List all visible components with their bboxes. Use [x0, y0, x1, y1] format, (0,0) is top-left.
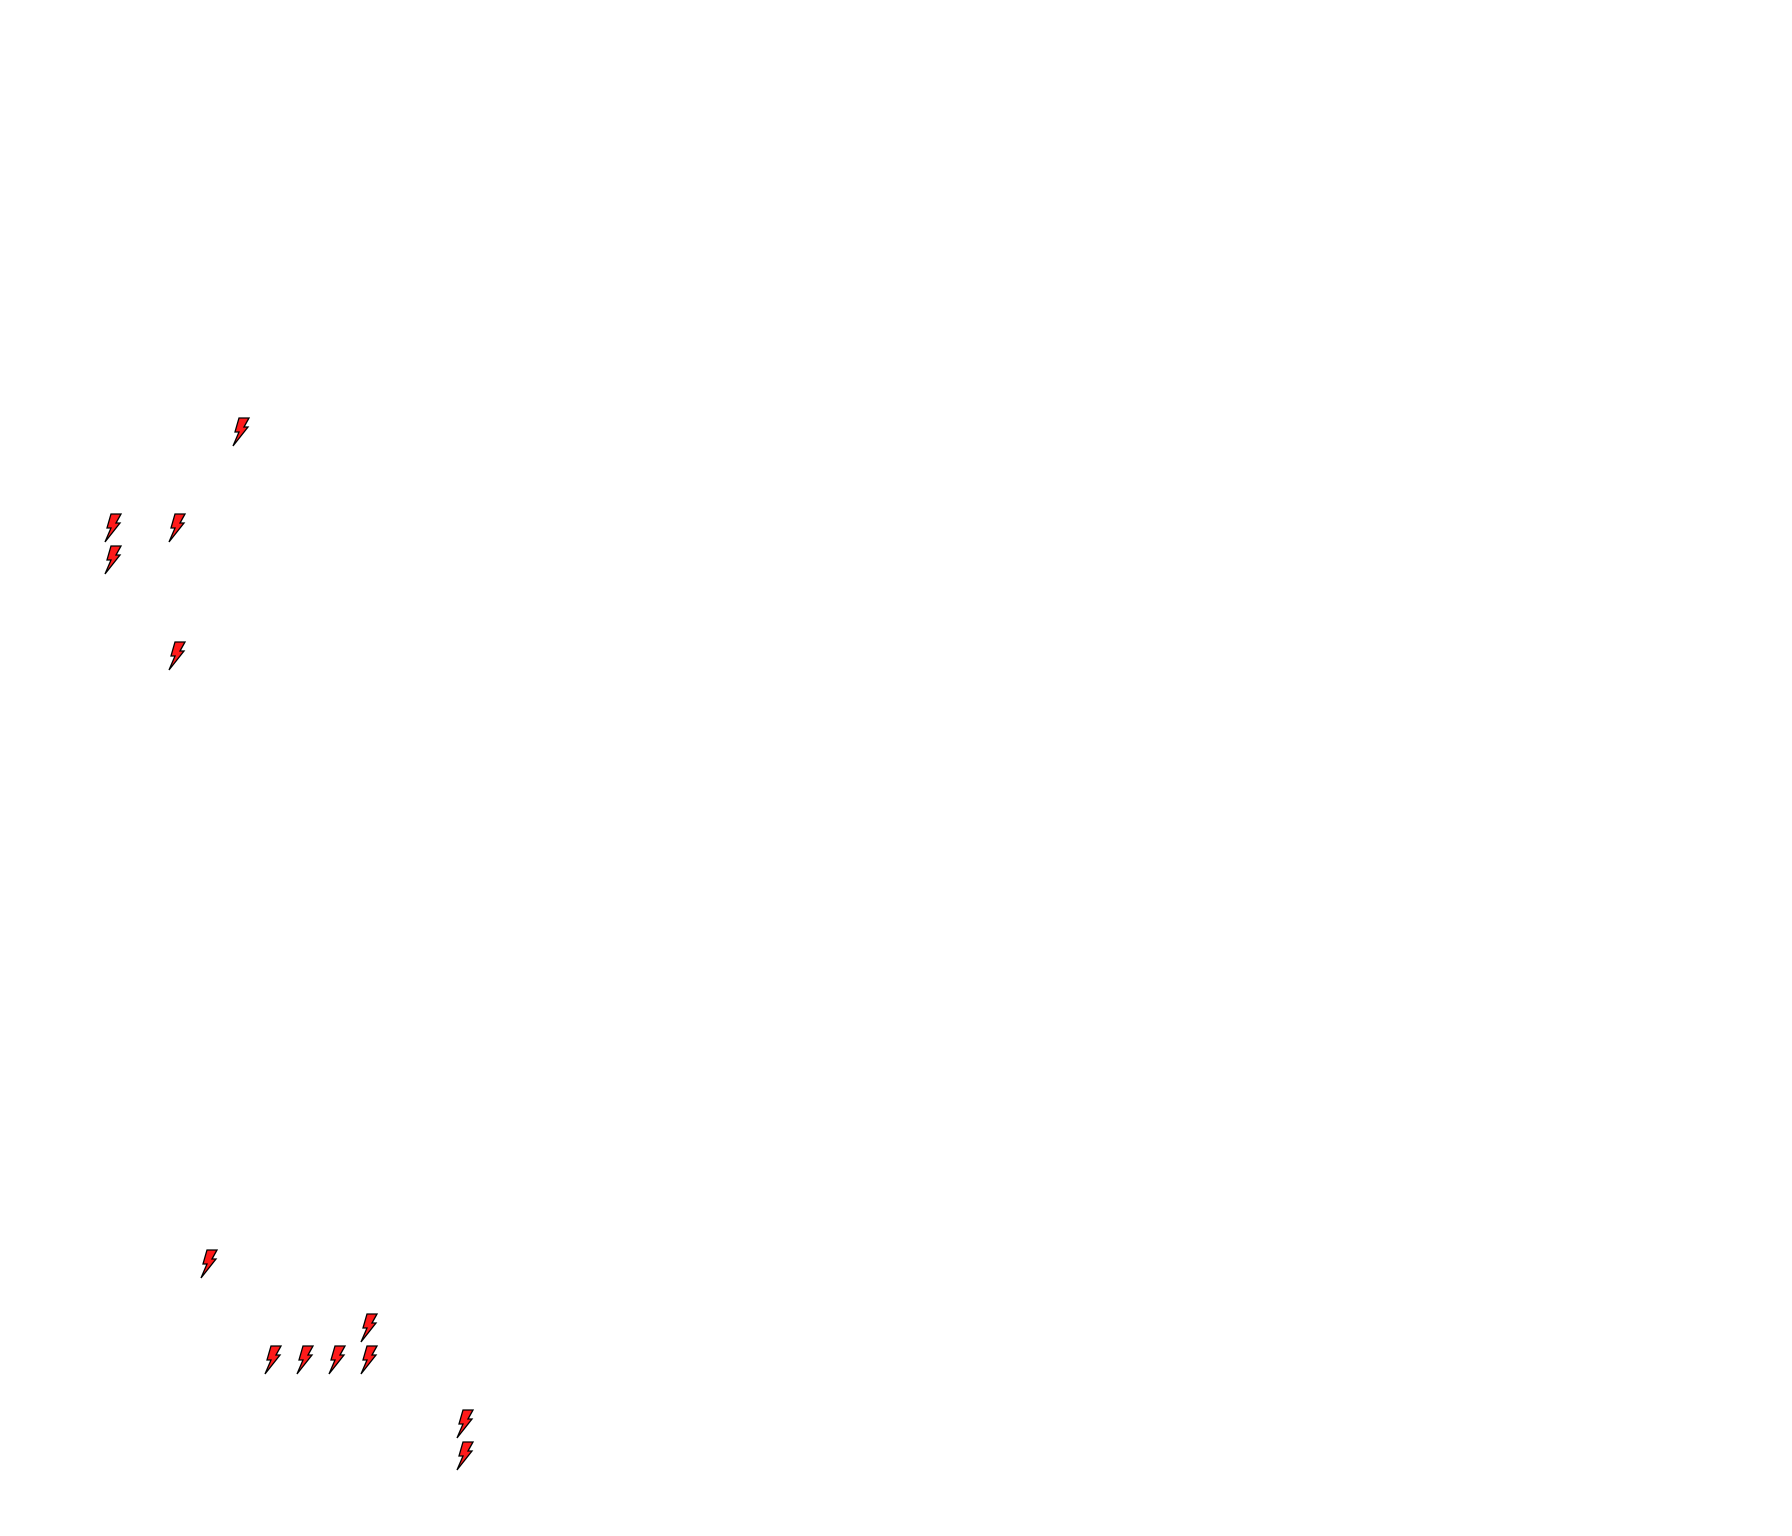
- lightning-bolt-icon: [231, 417, 251, 447]
- lightning-bolt-icon: [199, 1249, 219, 1279]
- lightning-bolt-icon: [295, 1345, 315, 1375]
- lightning-bolt-icon: [167, 513, 187, 543]
- lightning-bolt-icon: [167, 641, 187, 671]
- lightning-bolt-icon: [455, 1409, 475, 1439]
- lightning-bolt-icon: [455, 1441, 475, 1471]
- lightning-bolt-icon: [359, 1313, 379, 1343]
- lightning-bolt-icon: [359, 1345, 379, 1375]
- lightning-bolt-icon: [103, 513, 123, 543]
- lightning-bolt-icon: [103, 545, 123, 575]
- lightning-bolt-icon: [263, 1345, 283, 1375]
- lightning-bolt-icon: [327, 1345, 347, 1375]
